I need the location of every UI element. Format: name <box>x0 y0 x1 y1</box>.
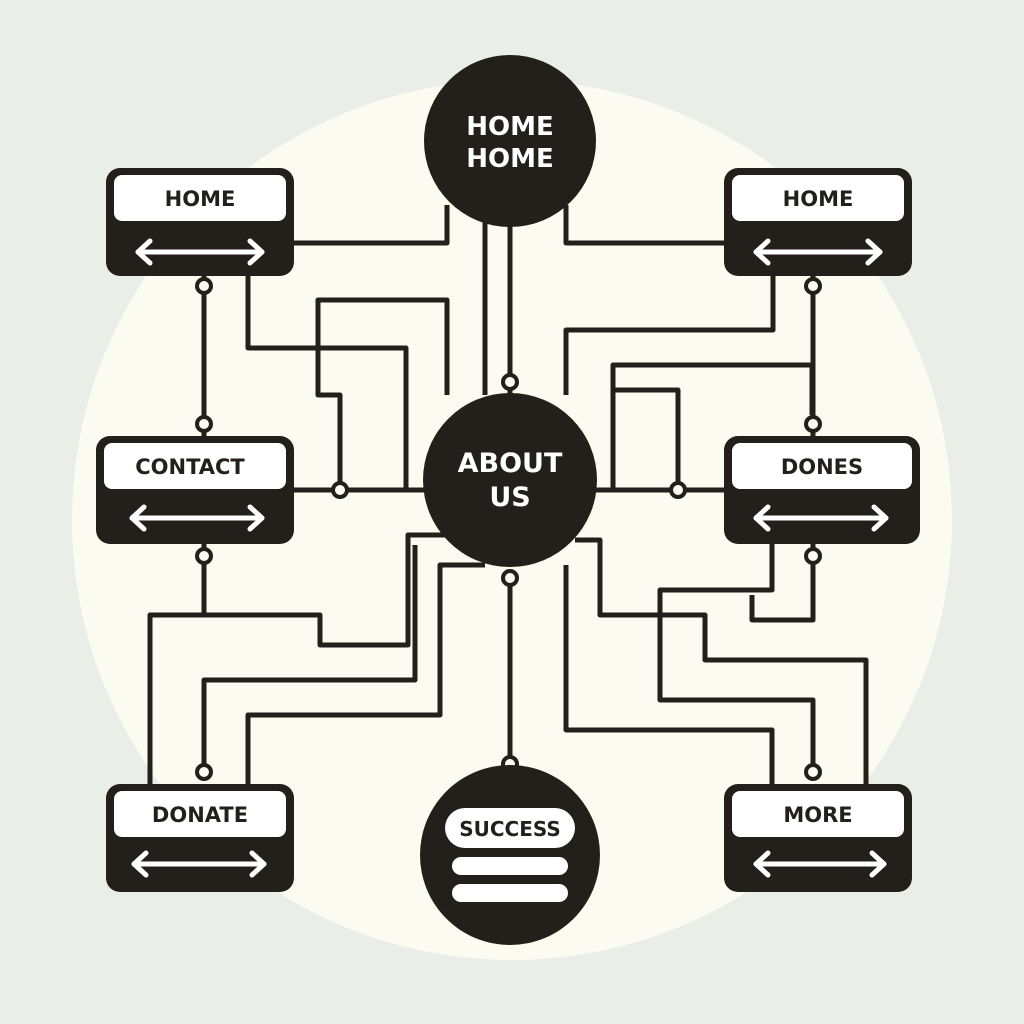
connector <box>563 205 726 246</box>
connector <box>147 612 204 785</box>
double-arrow-icon <box>129 504 265 532</box>
connector-dot <box>195 547 213 565</box>
center-hub-label-line2: US <box>489 482 530 513</box>
node-box-label: HOME <box>165 187 236 211</box>
node-box-bottom-right[interactable]: MORE <box>724 784 912 892</box>
node-box-top-right[interactable]: HOME <box>724 168 912 276</box>
connector-dot <box>669 481 687 499</box>
node-box-label: CONTACT <box>135 455 245 479</box>
connector <box>293 205 450 246</box>
connector-dot <box>804 277 822 295</box>
connector <box>575 537 869 785</box>
top-hub-node[interactable]: HOME HOME <box>424 55 596 227</box>
double-arrow-icon <box>753 850 887 878</box>
connector <box>201 545 418 770</box>
connector-dot <box>195 763 213 781</box>
node-box-mid-right[interactable]: DONES <box>724 436 920 544</box>
connector-dots <box>195 277 822 781</box>
connector <box>315 297 450 490</box>
connector <box>563 565 775 785</box>
node-box-top-left[interactable]: HOME <box>106 168 294 276</box>
connector <box>657 544 816 775</box>
center-hub-node[interactable]: ABOUT US <box>423 393 597 567</box>
connector-dot <box>331 481 349 499</box>
connector <box>749 544 816 623</box>
node-box-label: DONES <box>781 455 863 479</box>
connector-dot <box>195 277 213 295</box>
connector-dot <box>804 547 822 565</box>
center-hub-label-line1: ABOUT <box>458 448 563 479</box>
connector-dot <box>804 415 822 433</box>
connector <box>563 276 776 395</box>
connector <box>245 276 409 490</box>
double-arrow-icon <box>135 238 265 266</box>
success-label: SUCCESS <box>459 817 561 841</box>
success-pill <box>445 808 575 848</box>
node-box-label: DONATE <box>152 803 248 827</box>
menu-icon <box>452 857 568 902</box>
connector <box>613 387 681 490</box>
double-arrow-icon <box>753 238 883 266</box>
success-hub-node[interactable]: SUCCESS <box>420 765 600 945</box>
double-arrow-icon <box>131 850 267 878</box>
connector <box>610 362 815 490</box>
node-box-label: HOME <box>783 187 854 211</box>
double-arrow-icon <box>753 504 889 532</box>
node-box-label: MORE <box>783 803 852 827</box>
connector-dot <box>501 569 519 587</box>
top-hub-label-line1: HOME <box>466 112 554 142</box>
connector <box>245 562 485 785</box>
connector-dot <box>195 415 213 433</box>
top-hub-label-line2: HOME <box>466 144 554 174</box>
connector-dot <box>804 763 822 781</box>
connector-dot <box>501 373 519 391</box>
node-box-mid-left[interactable]: CONTACT <box>96 436 294 544</box>
node-box-bottom-left[interactable]: DONATE <box>106 784 294 892</box>
